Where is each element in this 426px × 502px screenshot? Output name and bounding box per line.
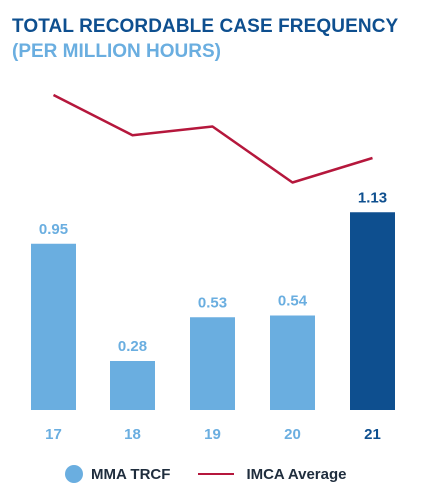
chart-title: TOTAL RECORDABLE CASE FREQUENCY xyxy=(12,16,399,37)
data-label-17: 0.95 xyxy=(39,221,68,238)
chart-legend: MMA TRCF IMCA Average xyxy=(65,465,346,483)
x-tick-label-17: 17 xyxy=(45,426,62,443)
bar-20 xyxy=(270,315,315,410)
bar-17 xyxy=(31,243,76,410)
series-line-imca-average xyxy=(52,93,373,184)
chart-subtitle: (PER MILLION HOURS) xyxy=(12,41,221,62)
bar-21 xyxy=(350,212,395,410)
x-tick-label-18: 18 xyxy=(124,426,141,443)
bar-18 xyxy=(110,361,155,410)
data-label-18: 0.28 xyxy=(118,338,147,355)
chart-title-block: TOTAL RECORDABLE CASE FREQUENCY (PER MIL… xyxy=(12,14,398,64)
x-tick-label-20: 20 xyxy=(284,426,301,443)
legend-label-bar: MMA TRCF xyxy=(91,465,171,483)
legend-marker-bar xyxy=(65,465,83,483)
bar-19 xyxy=(190,317,235,410)
data-label-19: 0.53 xyxy=(198,294,227,311)
legend-label-line: IMCA Average xyxy=(246,465,347,483)
data-label-21: 1.13 xyxy=(358,189,387,206)
x-tick-label-19: 19 xyxy=(204,426,221,443)
legend-marker-line xyxy=(198,473,235,475)
x-tick-label-21: 21 xyxy=(364,426,381,443)
bar-line-chart: 0.95 17 0.28 18 0.53 19 0.54 20 1.13 21 xyxy=(31,93,395,443)
data-label-20: 0.54 xyxy=(278,293,308,310)
